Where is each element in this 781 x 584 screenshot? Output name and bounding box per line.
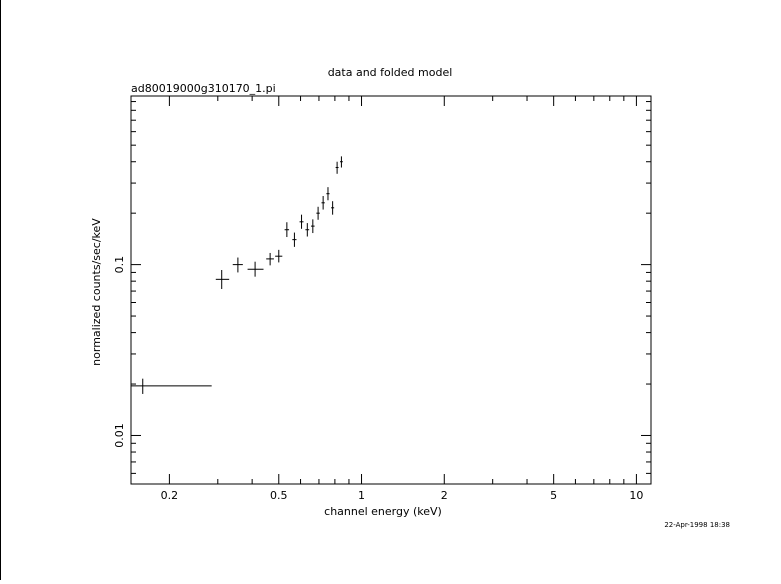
data-point: [299, 214, 304, 229]
data-point: [331, 201, 335, 215]
data-point: [215, 269, 230, 289]
x-tick-label: 2: [441, 489, 448, 502]
data-point: [275, 249, 283, 263]
data-point: [284, 222, 290, 238]
x-tick-label: 0.5: [270, 489, 288, 502]
x-axis-label: channel energy (keV): [324, 505, 442, 518]
data-point: [321, 196, 325, 210]
axis-ticks: 0.2 0.5 1 2 5 10 0.1 0.01: [113, 96, 651, 502]
data-point: [335, 161, 339, 174]
x-tick-label: 0.2: [161, 489, 179, 502]
data-point: [305, 223, 310, 237]
x-tick-label: 10: [629, 489, 643, 502]
y-tick-label: 0.1: [113, 256, 126, 274]
x-tick-label: 5: [550, 489, 557, 502]
chart-title: data and folded model: [328, 66, 453, 79]
data-point: [339, 156, 343, 168]
data-point: [232, 257, 243, 273]
data-point: [316, 206, 320, 220]
plot-frame: [130, 95, 652, 485]
window-edge: [0, 0, 1, 580]
data-points: [131, 156, 343, 394]
y-axis-label: normalized counts/sec/keV: [90, 218, 103, 366]
data-point: [266, 252, 274, 266]
x-tick-label: 1: [358, 489, 365, 502]
data-point: [247, 261, 264, 277]
data-point: [131, 378, 212, 394]
data-point: [292, 232, 297, 247]
y-tick-label: 0.01: [113, 423, 126, 448]
chart-subtitle: ad80019000g310170_1.pi: [131, 82, 276, 95]
timestamp-label: 22-Apr-1998 18:38: [664, 521, 730, 529]
data-point: [326, 187, 330, 201]
data-point: [311, 219, 315, 234]
